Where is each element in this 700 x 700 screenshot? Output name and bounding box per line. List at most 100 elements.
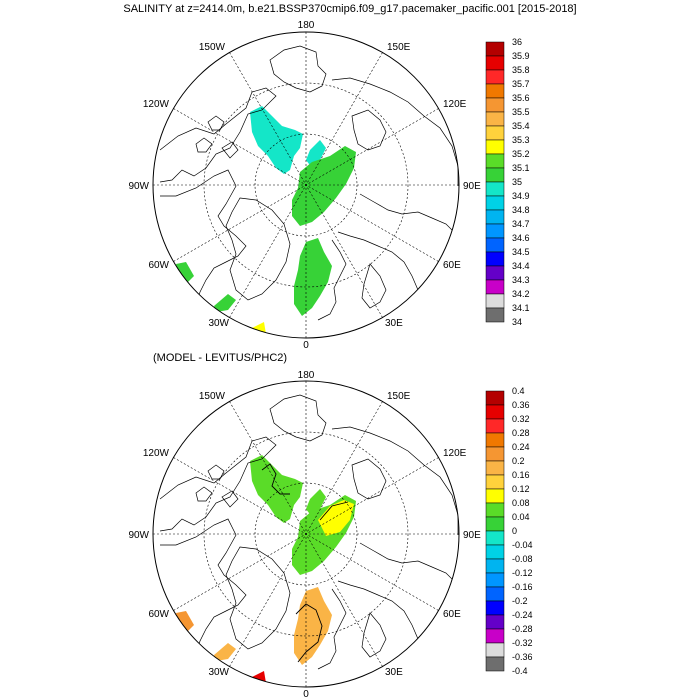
map-border — [152, 31, 460, 339]
colorbar: 0.4 0.36 0.32 0.28 0.24 0.2 0.16 0.12 0.08 0.04 0 -… — [485, 386, 533, 676]
colorbar-swatch — [485, 432, 505, 448]
colorbar-swatch — [485, 460, 505, 476]
colorbar-tick-label: -0.16 — [512, 582, 533, 592]
colorbar-tick-label: 35.6 — [512, 93, 530, 103]
colorbar-tick-label: -0.28 — [512, 624, 533, 634]
colorbar-swatch — [485, 516, 505, 532]
difference-panel: (MODEL - LEVITUS/PHC2) — [128, 352, 532, 700]
colorbar-tick-label: 0.4 — [512, 386, 525, 396]
lon-label-90w: 90W — [128, 530, 149, 541]
colorbar: 36 35.9 35.8 35.7 35.6 35.5 35.4 35.3 35.2 35.1 35… — [485, 37, 530, 327]
colorbar-tick-label: 0.2 — [512, 456, 525, 466]
coastlines — [159, 394, 459, 686]
colorbar-tick-label: 0.28 — [512, 428, 530, 438]
colorbar-swatch — [485, 237, 505, 253]
contour-lines — [261, 463, 349, 663]
region-nordic-seas — [294, 238, 332, 316]
colorbar-tick-label: 0 — [512, 526, 517, 536]
colorbar-tick-label: 34.4 — [512, 261, 530, 271]
colorbar-swatch — [485, 572, 505, 588]
colorbar-tick-label: 35.4 — [512, 121, 530, 131]
colorbar-swatch — [485, 55, 505, 71]
colorbar-swatch — [485, 586, 505, 602]
lon-labels: 180 150E 120E 90E 60E 30E 0 30W 60W 90W … — [128, 20, 481, 351]
colorbar-swatch — [485, 209, 505, 225]
colorbar-tick-label: 0.12 — [512, 484, 530, 494]
colorbar-swatch — [485, 642, 505, 658]
region-chukchi-patch — [306, 140, 326, 168]
colorbar-swatch — [485, 530, 505, 546]
map-border — [152, 380, 460, 688]
colorbar-tick-label: 0.04 — [512, 512, 530, 522]
colorbar-tick-label: 35.9 — [512, 51, 530, 61]
lon-label-90e: 90E — [463, 181, 481, 192]
colorbar-tick-label: 34.9 — [512, 191, 530, 201]
colorbar-swatch — [485, 41, 505, 57]
colorbar-swatch — [485, 628, 505, 644]
lon-label-150w: 150W — [199, 42, 226, 53]
colorbar-swatch — [485, 167, 505, 183]
colorbar-tick-label: 34.3 — [512, 275, 530, 285]
colorbar-tick-label: 35.7 — [512, 79, 530, 89]
colorbar-tick-label: 36 — [512, 37, 522, 47]
colorbar-tick-label: -0.32 — [512, 638, 533, 648]
lon-label-30w: 30W — [208, 318, 229, 329]
colorbar-tick-label: -0.4 — [512, 666, 528, 676]
map-area — [153, 381, 459, 687]
colorbar-tick-label: 0.16 — [512, 470, 530, 480]
colorbar-tick-label: 34.8 — [512, 205, 530, 215]
region-eurasian-basin — [292, 146, 356, 226]
lon-label-60w: 60W — [148, 609, 169, 620]
colorbar-swatch — [485, 83, 505, 99]
colorbar-swatch — [485, 488, 505, 504]
region-laptev-yellow — [318, 500, 354, 536]
graticule — [153, 32, 459, 338]
colorbar-swatch — [485, 614, 505, 630]
colorbar-swatch — [485, 404, 505, 420]
colorbar-swatch — [485, 418, 505, 434]
colorbar-swatch — [485, 111, 505, 127]
colorbar-swatch — [485, 153, 505, 169]
colorbar-tick-label: -0.24 — [512, 610, 533, 620]
panel-title: SALINITY at z=2414.0m, b.e21.BSSP370cmip… — [123, 3, 576, 15]
colorbar-tick-label: 34.1 — [512, 303, 530, 313]
lon-label-120w: 120W — [143, 448, 170, 459]
lon-labels: 180 150E 120E 90E 60E 30E 0 30W 60W 90W … — [128, 370, 481, 700]
lon-label-90w: 90W — [128, 181, 149, 192]
colorbar-swatch — [485, 223, 505, 239]
colorbar-tick-label: 35.8 — [512, 65, 530, 75]
region-nordic-seas — [294, 587, 332, 665]
region-south-greenland — [214, 294, 236, 312]
colorbar-tick-label: 0.36 — [512, 400, 530, 410]
lon-label-120w: 120W — [143, 99, 170, 110]
colorbar-swatch — [485, 307, 505, 323]
colorbar-swatch — [485, 97, 505, 113]
region-canada-basin — [250, 455, 303, 523]
lon-label-60e: 60E — [443, 260, 461, 271]
colorbar-tick-label: 0.08 — [512, 498, 530, 508]
lon-label-60w: 60W — [148, 260, 169, 271]
colorbar-swatch — [485, 390, 505, 406]
colorbar-tick-label: -0.36 — [512, 652, 533, 662]
map-area — [153, 32, 459, 338]
colorbar-tick-label: 0.32 — [512, 414, 530, 424]
colorbar-swatch — [485, 251, 505, 267]
colorbar-swatch — [485, 600, 505, 616]
lon-label-90e: 90E — [463, 530, 481, 541]
colorbar-swatch — [485, 558, 505, 574]
colorbar-swatch — [485, 293, 505, 309]
colorbar-swatch — [485, 279, 505, 295]
panel-title: (MODEL - LEVITUS/PHC2) — [153, 352, 287, 364]
lon-label-60e: 60E — [443, 609, 461, 620]
region-canada-basin — [250, 106, 303, 174]
colorbar-swatch — [485, 502, 505, 518]
colorbar-tick-label: 34 — [512, 317, 522, 327]
colorbar-swatch — [485, 544, 505, 560]
colorbar-tick-label: -0.2 — [512, 596, 528, 606]
colorbar-swatch — [485, 125, 505, 141]
lon-label-180: 180 — [298, 20, 315, 31]
colorbar-tick-label: 35.5 — [512, 107, 530, 117]
colorbar-tick-label: 35.1 — [512, 163, 530, 173]
colorbar-tick-label: 34.5 — [512, 247, 530, 257]
